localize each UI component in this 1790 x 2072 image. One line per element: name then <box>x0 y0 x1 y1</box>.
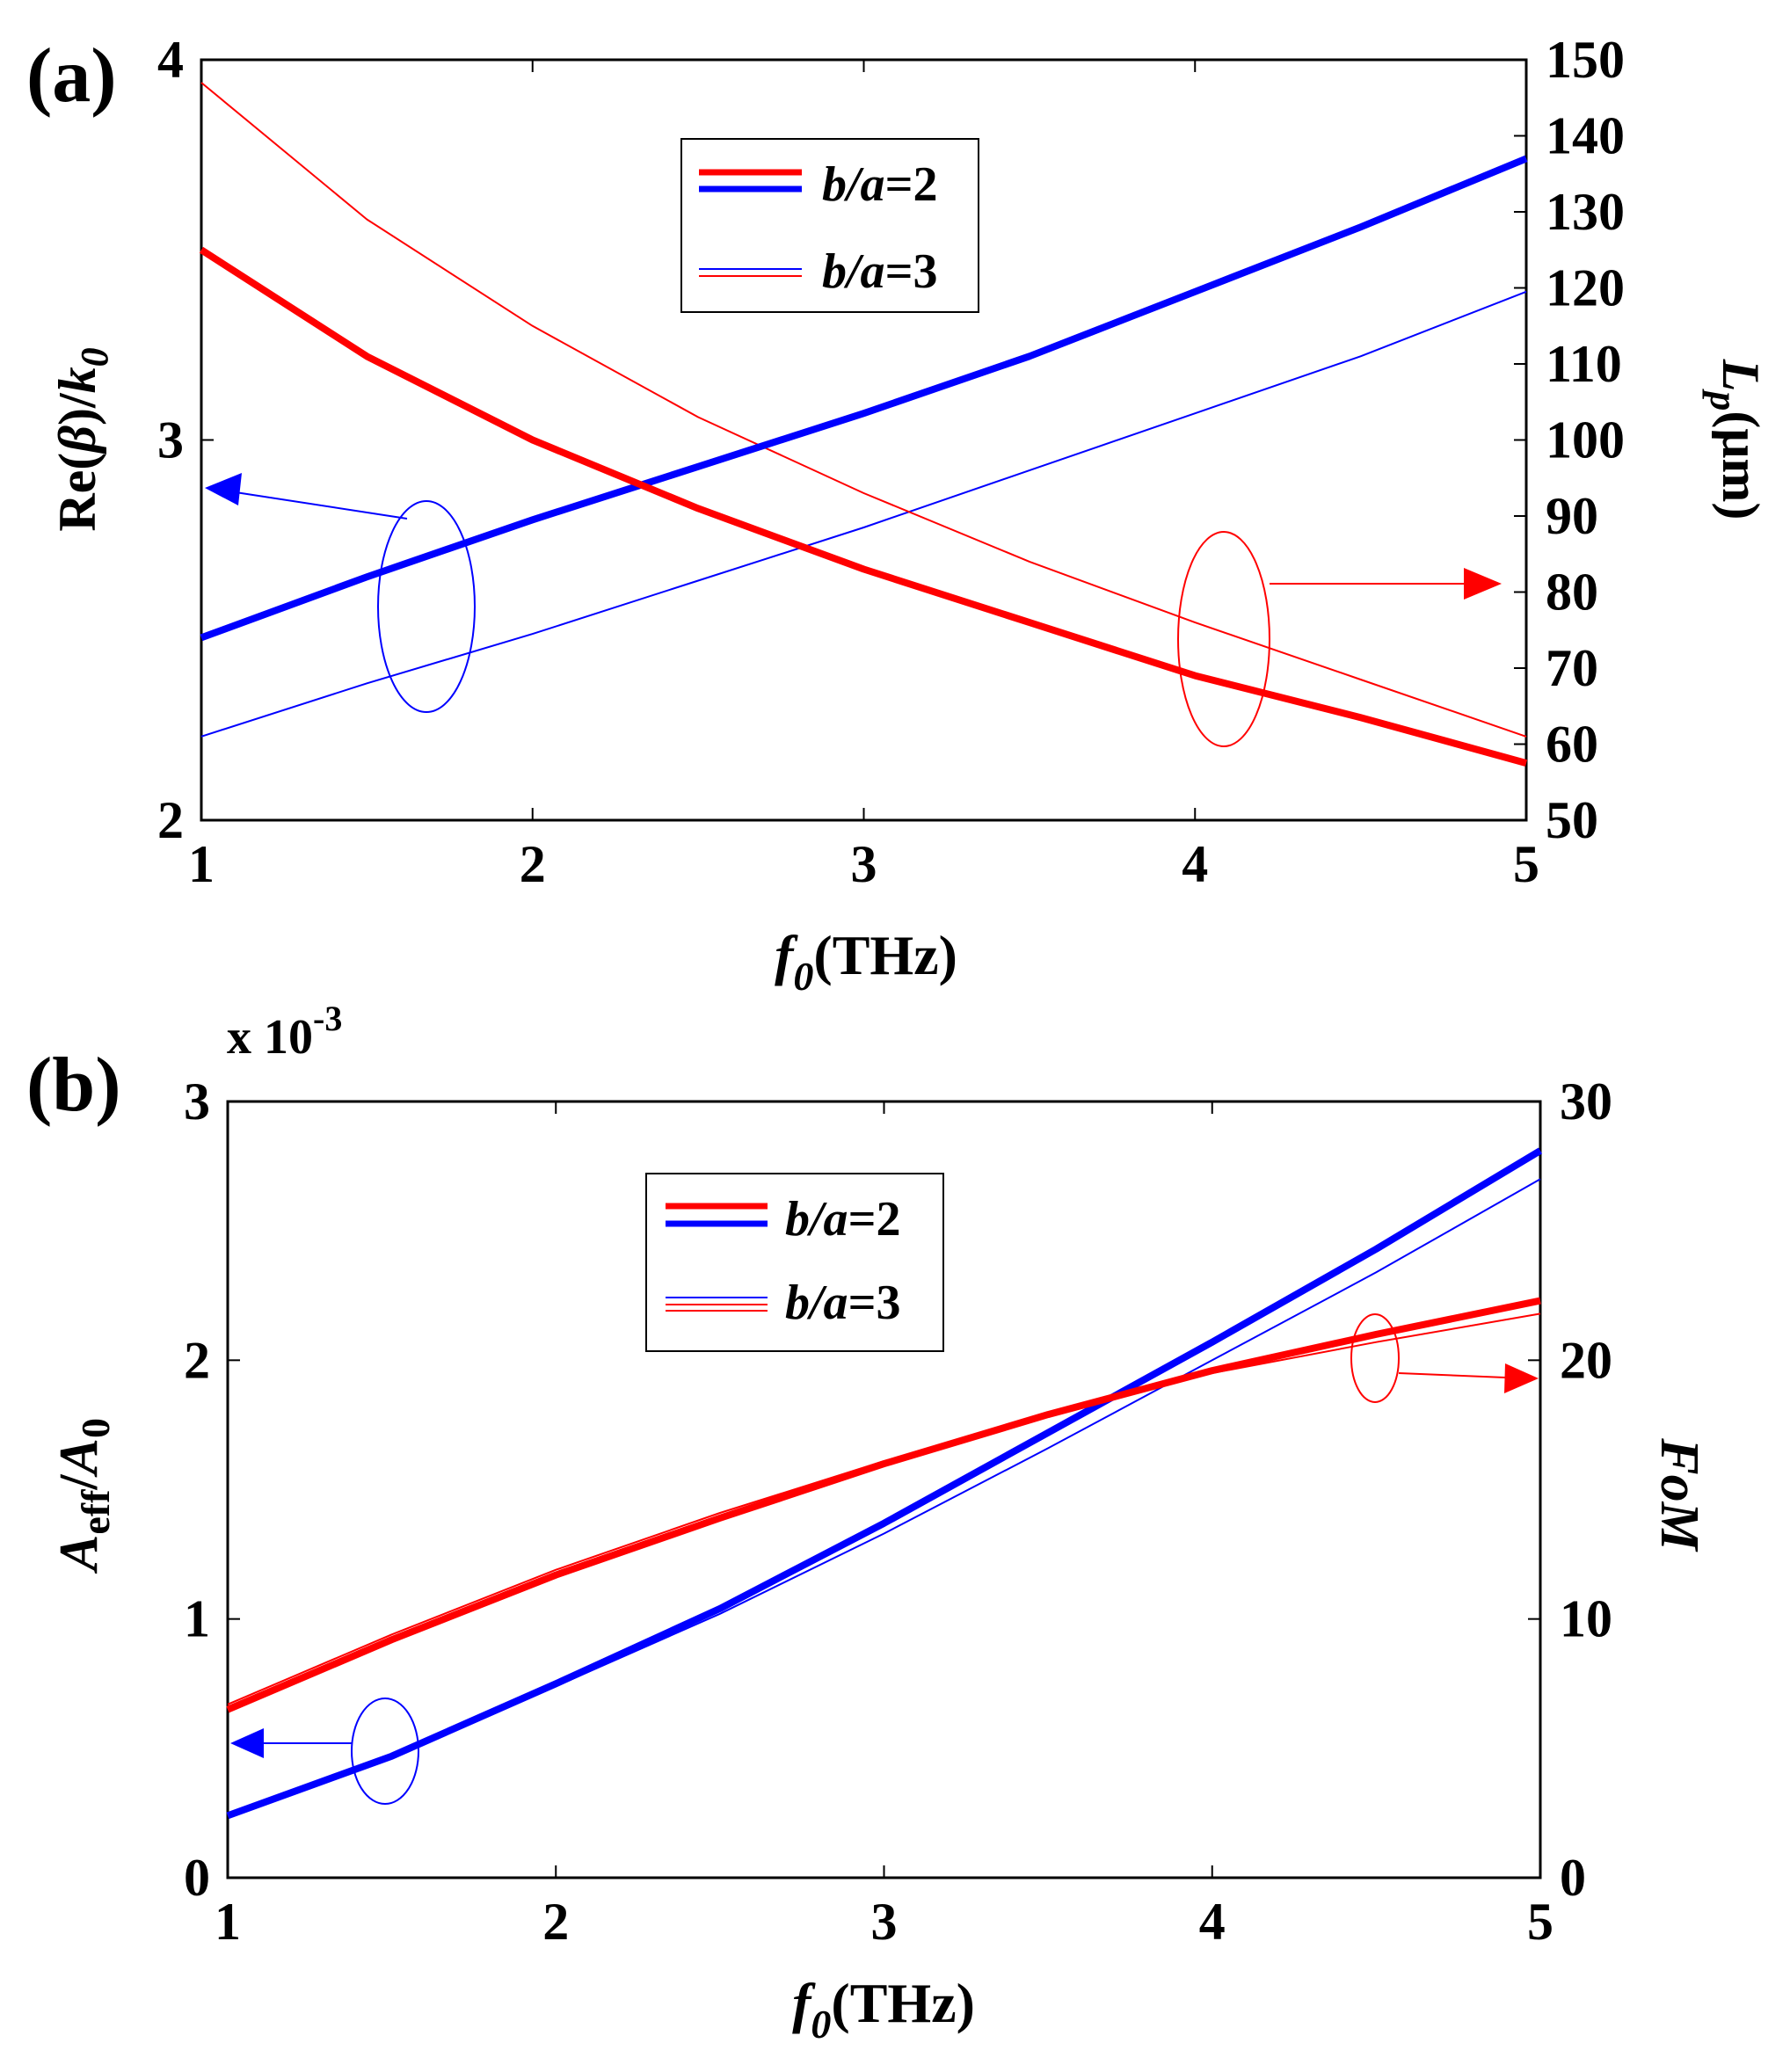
y-axis-label-left-a: Re(β)/k0 <box>48 347 116 531</box>
panel-label-a: (a) <box>26 33 117 119</box>
y-tick-label-right-a-3: 80 <box>1546 563 1598 622</box>
legend-label-b-2: b/a=3 <box>785 1276 900 1330</box>
y-tick-label-left-a-2: 4 <box>157 31 184 89</box>
y-tick-label-left-b-1: 1 <box>184 1590 210 1648</box>
y-tick-label-right-a-0: 50 <box>1546 791 1598 849</box>
x-tick-label-b-1: 2 <box>542 1893 569 1951</box>
y-tick-label-left-a-0: 2 <box>157 791 184 849</box>
y-tick-label-right-a-1: 60 <box>1546 716 1598 774</box>
y-axis-label-right-b: FoM <box>1649 1437 1709 1552</box>
series-line-a-0 <box>200 155 1528 642</box>
legend-box-a <box>680 138 979 313</box>
annotation-blue-a <box>205 473 476 713</box>
y-multiplier-b: x 10-3 <box>227 999 342 1065</box>
annotation-ellipse-blue-b <box>351 1698 419 1805</box>
y-tick-label-right-a-4: 90 <box>1546 487 1598 545</box>
x-tick-label-a-4: 5 <box>1513 835 1539 893</box>
y-tick-label-right-a-8: 130 <box>1546 183 1625 241</box>
x-tick-label-a-0: 1 <box>188 835 215 893</box>
y-tick-label-left-b-0: 0 <box>184 1849 210 1907</box>
y-tick-label-right-a-5: 100 <box>1546 411 1625 469</box>
annotation-ellipse-blue-a <box>377 500 476 713</box>
annotation-ellipse-red-a <box>1177 531 1270 747</box>
x-tick-label-b-4: 5 <box>1527 1893 1554 1951</box>
y-tick-label-right-a-9: 140 <box>1546 107 1625 165</box>
y-tick-label-left-b-3: 3 <box>184 1072 210 1131</box>
x-axis-label-b: f0(THz) <box>792 1972 975 2047</box>
series-line-a-3 <box>200 82 1527 738</box>
x-axis-label-a: f0(THz) <box>775 924 957 999</box>
series-group-b <box>226 1147 1543 1820</box>
y-tick-label-right-b-1: 10 <box>1560 1590 1612 1648</box>
annotation-line-red-b <box>1398 1372 1506 1378</box>
legend-label-a-1: b/a=2 <box>822 157 937 212</box>
panel-a: (a) 1 2 3 4 52345060708090100110120130140150… <box>26 31 1770 999</box>
y-tick-label-left-a-1: 3 <box>157 411 184 469</box>
series-line-b-0 <box>226 1147 1543 1820</box>
annotation-red-a <box>1177 531 1502 747</box>
y-tick-label-right-a-7: 120 <box>1546 259 1625 317</box>
legend-label-a-2: b/a=3 <box>822 244 937 299</box>
y-tick-label-right-a-10: 150 <box>1546 31 1625 89</box>
series-line-b-3 <box>227 1312 1541 1705</box>
annotation-red-b <box>1350 1313 1539 1403</box>
arrow-head-red-a <box>1464 568 1502 600</box>
legend-a: b/a=2 b/a=3 <box>680 138 979 313</box>
y-tick-label-right-b-0: 0 <box>1560 1849 1586 1907</box>
series-line-a-2 <box>199 246 1528 767</box>
x-tick-label-a-1: 2 <box>520 835 546 893</box>
y-tick-label-right-b-2: 20 <box>1560 1331 1612 1389</box>
legend-label-b-1: b/a=2 <box>785 1192 900 1247</box>
y-axis-label-left-b: Aeff/A0 <box>49 1418 118 1574</box>
y-tick-label-right-a-6: 110 <box>1546 335 1622 393</box>
arrow-head-blue-a <box>205 473 242 505</box>
legend-b: b/a=2 b/a=3 <box>645 1173 944 1352</box>
x-tick-label-b-3: 4 <box>1199 1893 1226 1951</box>
y-tick-label-right-a-2: 70 <box>1546 639 1598 697</box>
series-line-b-2 <box>226 1297 1541 1713</box>
arrow-head-blue-b <box>230 1728 264 1758</box>
annotation-line-blue-a <box>235 491 408 520</box>
x-tick-label-a-3: 4 <box>1182 835 1208 893</box>
x-tick-label-a-2: 3 <box>851 835 877 893</box>
y-tick-label-left-b-2: 2 <box>184 1331 210 1389</box>
x-tick-label-b-2: 3 <box>871 1893 898 1951</box>
y-tick-label-right-b-3: 30 <box>1560 1072 1612 1131</box>
panel-label-b: (b) <box>26 1043 121 1128</box>
arrow-head-red-b <box>1504 1363 1539 1393</box>
series-line-a-1 <box>200 290 1527 738</box>
series-group-a <box>199 82 1528 767</box>
y-axis-label-right-a: Lp(μm) <box>1702 359 1770 520</box>
x-tick-label-b-0: 1 <box>215 1893 241 1951</box>
annotation-ellipse-red-b <box>1350 1313 1400 1403</box>
annotation-blue-b <box>230 1698 419 1805</box>
